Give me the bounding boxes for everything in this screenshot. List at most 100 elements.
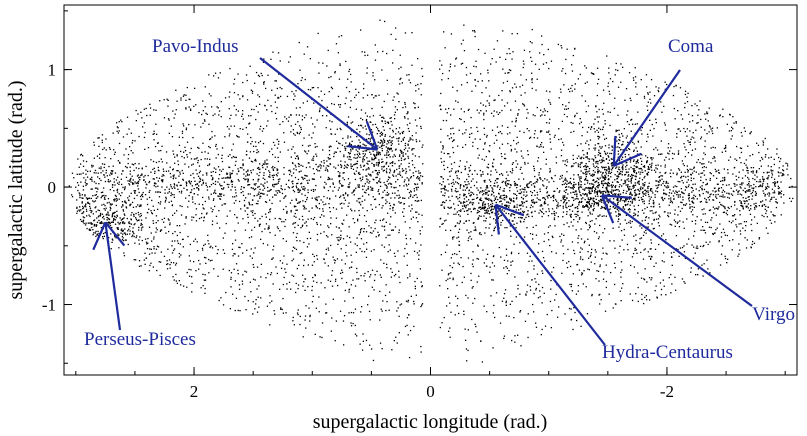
- data-point: [168, 188, 170, 190]
- data-point: [511, 220, 513, 222]
- data-point: [602, 252, 604, 254]
- data-point: [469, 133, 471, 135]
- data-point: [344, 164, 346, 167]
- data-point: [76, 173, 78, 175]
- data-point: [254, 82, 256, 84]
- data-point: [577, 237, 579, 239]
- data-point: [346, 167, 348, 169]
- data-point: [141, 239, 143, 242]
- data-point: [248, 184, 251, 186]
- data-point: [774, 182, 776, 184]
- data-point: [661, 111, 663, 113]
- data-point: [604, 138, 606, 140]
- data-point: [184, 163, 186, 165]
- data-point: [263, 187, 266, 189]
- data-point: [223, 252, 226, 254]
- data-point: [657, 89, 659, 92]
- data-point: [308, 243, 310, 245]
- data-point: [650, 239, 652, 241]
- data-point: [226, 177, 228, 179]
- data-point: [302, 200, 304, 202]
- data-point: [711, 130, 713, 132]
- data-point: [455, 191, 458, 193]
- data-point: [373, 249, 375, 251]
- data-point: [385, 284, 387, 286]
- data-point: [576, 263, 579, 266]
- data-point: [470, 231, 472, 233]
- data-point: [351, 121, 354, 123]
- data-point: [100, 166, 102, 168]
- data-point: [316, 222, 318, 224]
- data-point: [575, 183, 577, 185]
- data-point: [462, 265, 464, 268]
- data-point: [296, 187, 298, 189]
- data-point: [384, 294, 387, 297]
- data-point: [524, 189, 526, 191]
- data-point: [291, 274, 293, 276]
- data-point: [343, 315, 346, 317]
- data-point: [411, 32, 413, 34]
- data-point: [604, 207, 607, 210]
- data-point: [469, 169, 471, 171]
- data-point: [474, 79, 476, 81]
- data-point: [559, 235, 561, 238]
- data-point: [635, 249, 637, 251]
- data-point: [153, 183, 156, 185]
- data-point: [688, 141, 690, 143]
- data-point: [318, 96, 320, 98]
- data-point: [89, 209, 91, 211]
- data-point: [415, 242, 417, 244]
- data-point: [543, 233, 546, 235]
- data-point: [523, 131, 525, 134]
- data-point: [170, 125, 172, 127]
- data-point: [506, 102, 509, 104]
- data-point: [118, 130, 120, 132]
- data-point: [415, 211, 417, 213]
- data-point: [352, 322, 354, 325]
- data-point: [654, 290, 656, 292]
- data-point: [208, 123, 210, 125]
- data-point: [254, 217, 256, 219]
- data-point: [321, 336, 323, 339]
- data-point: [335, 151, 337, 153]
- data-point: [685, 149, 687, 151]
- data-point: [456, 211, 458, 213]
- data-point: [291, 250, 294, 252]
- data-point: [629, 209, 631, 211]
- data-point: [383, 181, 385, 184]
- data-point: [336, 237, 338, 239]
- data-point: [233, 253, 235, 255]
- data-point: [169, 172, 171, 175]
- data-point: [250, 170, 252, 172]
- data-point: [153, 248, 155, 250]
- data-point: [288, 169, 290, 172]
- data-point: [403, 116, 406, 118]
- data-point: [248, 237, 251, 239]
- data-point: [510, 230, 512, 232]
- data-point: [532, 114, 534, 116]
- data-point: [577, 214, 579, 217]
- data-point: [724, 234, 726, 236]
- data-point: [476, 173, 478, 175]
- data-point: [219, 194, 222, 196]
- data-point: [204, 158, 206, 160]
- data-point: [186, 182, 188, 184]
- data-point: [458, 228, 461, 230]
- data-point: [361, 119, 364, 121]
- data-point: [562, 104, 564, 106]
- data-point: [181, 132, 184, 134]
- data-point: [463, 313, 465, 316]
- data-point: [685, 176, 687, 178]
- data-point: [645, 192, 647, 194]
- data-point: [741, 182, 743, 184]
- data-point: [418, 156, 420, 158]
- data-point: [240, 186, 243, 188]
- data-point: [468, 192, 470, 195]
- data-point: [449, 277, 451, 279]
- data-point: [173, 153, 175, 155]
- data-point: [690, 173, 692, 176]
- data-point: [185, 127, 188, 129]
- data-point: [289, 56, 291, 58]
- data-point: [511, 168, 514, 170]
- data-point: [98, 233, 100, 235]
